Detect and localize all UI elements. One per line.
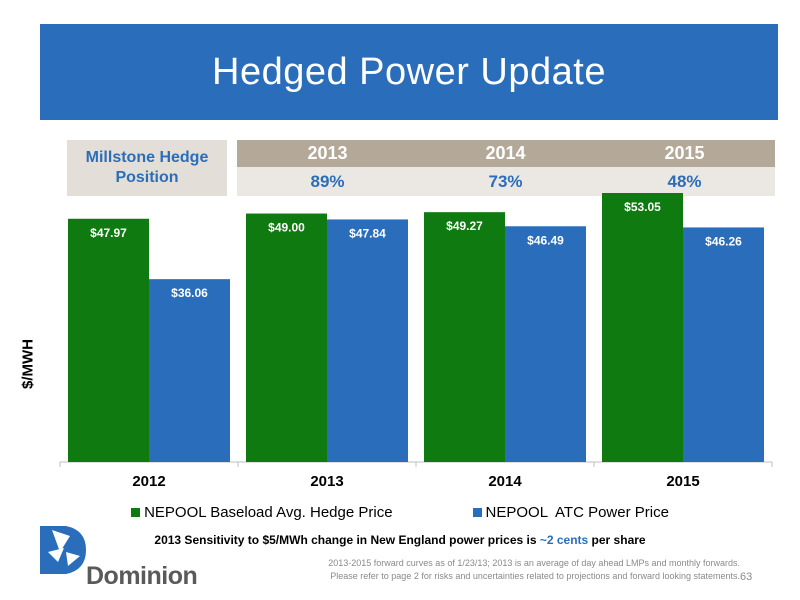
bar-data-label: $46.49 [527, 233, 564, 247]
sensitivity-text: 2013 Sensitivity to $5/MWh change in New… [154, 533, 540, 547]
bar-data-label: $49.27 [446, 219, 483, 233]
legend-swatch-baseload [131, 507, 141, 517]
chart-legend: NEPOOL Baseload Avg. Hedge Price NEPOOL … [0, 502, 800, 522]
hedge-column-2014: 2014 73% [415, 140, 596, 196]
hedge-year: 2014 [415, 140, 596, 167]
footnote: 2013-2015 forward curves as of 1/23/13; … [240, 557, 740, 583]
sensitivity-highlight: ~2 cents [539, 533, 589, 547]
hedge-column-2013: 2013 89% [237, 140, 418, 196]
page-title: Hedged Power Update [212, 50, 606, 93]
legend-item-baseload: NEPOOL Baseload Avg. Hedge Price [131, 502, 393, 522]
legend-item-atc: NEPOOL ATC Power Price [472, 502, 669, 522]
bar-data-label: $47.97 [90, 226, 127, 240]
hedge-percent: 89% [237, 167, 418, 196]
hedge-position-label: Millstone Hedge Position [67, 140, 227, 196]
title-bar: Hedged Power Update [40, 24, 778, 120]
bar-data-label: $46.26 [705, 234, 742, 248]
bar-atc [149, 279, 230, 462]
bar-data-label: $47.84 [349, 226, 386, 240]
legend-label: NEPOOL Baseload Avg. Hedge Price [144, 503, 393, 521]
page-number: 63 [740, 571, 753, 583]
bar-baseload [602, 193, 683, 462]
footnote-line: Please refer to page 2 for risks and unc… [330, 571, 740, 581]
hedge-year: 2013 [237, 140, 418, 167]
x-tick-label: 2015 [666, 473, 699, 490]
legend-label: NEPOOL ATC Power Price [485, 503, 669, 521]
sensitivity-note: 2013 Sensitivity to $5/MWh change in New… [0, 533, 800, 547]
bar-baseload [68, 218, 149, 462]
sensitivity-suffix: per share [588, 533, 646, 547]
bar-atc [683, 227, 764, 462]
bar-data-label: $53.05 [624, 200, 661, 214]
hedge-column-2015: 2015 48% [594, 140, 775, 196]
bar-data-label: $49.00 [268, 221, 305, 235]
legend-swatch-atc [472, 507, 482, 517]
footnote-line: 2013-2015 forward curves as of 1/23/13; … [328, 558, 740, 568]
bar-baseload [424, 212, 505, 462]
dominion-logo-icon [40, 526, 86, 574]
hedge-percent: 48% [594, 167, 775, 196]
hedge-year: 2015 [594, 140, 775, 167]
x-tick-label: 2013 [310, 473, 343, 490]
x-tick-label: 2014 [488, 473, 522, 490]
hedge-percent: 73% [415, 167, 596, 196]
bar-atc [505, 226, 586, 462]
dominion-logo-text: Dominion [86, 562, 198, 590]
bar-baseload [246, 213, 327, 462]
x-tick-label: 2012 [132, 473, 165, 490]
bar-chart: $47.97 $36.06 2012 $49.00 $47.84 2013 $49.27 $4… [59, 193, 773, 490]
bar-data-label: $36.06 [171, 286, 208, 300]
bar-atc [327, 219, 408, 462]
